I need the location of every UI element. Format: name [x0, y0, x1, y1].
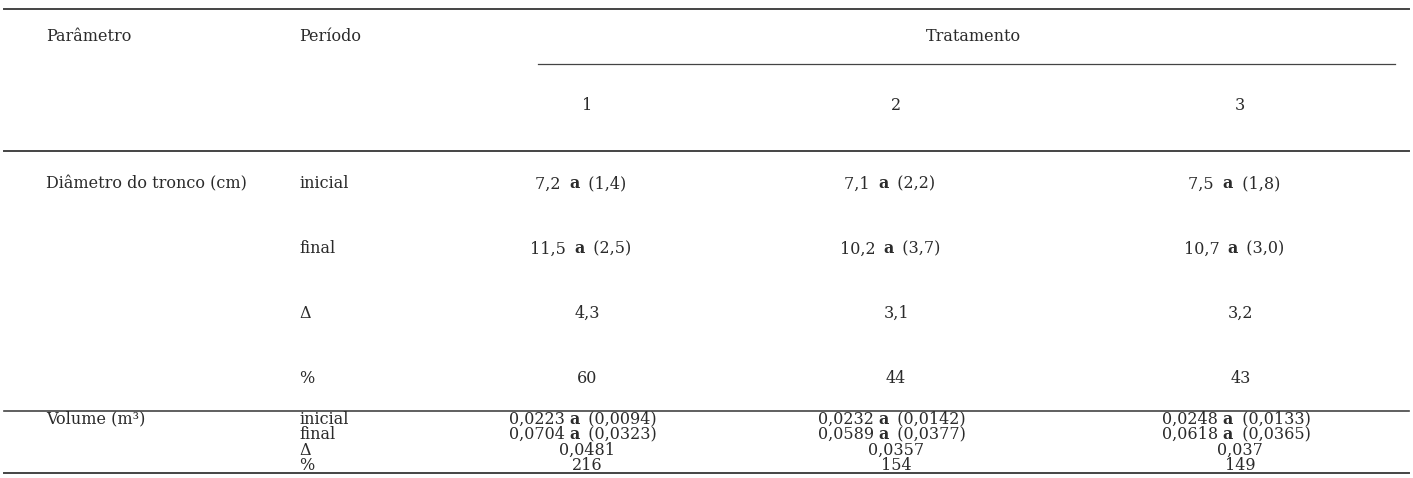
Text: %: %: [300, 370, 315, 387]
Text: a: a: [569, 175, 581, 192]
Text: (0,0365): (0,0365): [1232, 426, 1310, 443]
Text: 3,2: 3,2: [1228, 305, 1253, 322]
Text: 3: 3: [1235, 97, 1245, 114]
Text: (0,0142): (0,0142): [887, 411, 966, 427]
Text: 60: 60: [577, 370, 598, 387]
Text: final: final: [300, 240, 335, 257]
Text: a: a: [879, 175, 889, 192]
Text: a: a: [879, 411, 889, 427]
Text: (2,2): (2,2): [887, 175, 935, 192]
Text: a: a: [569, 411, 581, 427]
Text: 154: 154: [880, 457, 911, 474]
Text: 0,0232: 0,0232: [818, 411, 879, 427]
Text: Período: Período: [300, 28, 362, 45]
Text: a: a: [883, 240, 893, 257]
Text: (3,7): (3,7): [892, 240, 940, 257]
Text: 3,1: 3,1: [883, 305, 909, 322]
Text: Tratamento: Tratamento: [926, 28, 1022, 45]
Text: a: a: [574, 240, 585, 257]
Text: 0,0704: 0,0704: [509, 426, 569, 443]
Text: 149: 149: [1225, 457, 1256, 474]
Text: (0,0323): (0,0323): [578, 426, 657, 443]
Text: Δ: Δ: [300, 442, 311, 458]
Text: final: final: [300, 426, 335, 443]
Text: 44: 44: [886, 370, 906, 387]
Text: (0,0377): (0,0377): [887, 426, 966, 443]
Text: inicial: inicial: [300, 175, 349, 192]
Text: 216: 216: [572, 457, 602, 474]
Text: 0,037: 0,037: [1218, 442, 1263, 458]
Text: Diâmetro do tronco (cm): Diâmetro do tronco (cm): [47, 175, 247, 192]
Text: 4,3: 4,3: [574, 305, 601, 322]
Text: a: a: [1228, 240, 1238, 257]
Text: 0,0223: 0,0223: [509, 411, 569, 427]
Text: %: %: [300, 457, 315, 474]
Text: 10,7: 10,7: [1184, 240, 1225, 257]
Text: Volume (m³): Volume (m³): [47, 411, 146, 427]
Text: Δ: Δ: [300, 305, 311, 322]
Text: a: a: [1222, 175, 1234, 192]
Text: (0,0133): (0,0133): [1232, 411, 1310, 427]
Text: 10,2: 10,2: [839, 240, 880, 257]
Text: 7,1: 7,1: [844, 175, 875, 192]
Text: 7,2: 7,2: [536, 175, 565, 192]
Text: (1,4): (1,4): [578, 175, 626, 192]
Text: 0,0481: 0,0481: [560, 442, 615, 458]
Text: 11,5: 11,5: [530, 240, 571, 257]
Text: a: a: [569, 426, 581, 443]
Text: (3,0): (3,0): [1236, 240, 1284, 257]
Text: 0,0357: 0,0357: [868, 442, 924, 458]
Text: 43: 43: [1231, 370, 1251, 387]
Text: (0,0094): (0,0094): [578, 411, 657, 427]
Text: 0,0248: 0,0248: [1161, 411, 1222, 427]
Text: a: a: [1222, 426, 1234, 443]
Text: Parâmetro: Parâmetro: [47, 28, 131, 45]
Text: 7,5: 7,5: [1188, 175, 1219, 192]
Text: 0,0589: 0,0589: [818, 426, 879, 443]
Text: a: a: [879, 426, 889, 443]
Text: 2: 2: [892, 97, 901, 114]
Text: a: a: [1222, 411, 1234, 427]
Text: (1,8): (1,8): [1232, 175, 1280, 192]
Text: 1: 1: [582, 97, 592, 114]
Text: inicial: inicial: [300, 411, 349, 427]
Text: (2,5): (2,5): [582, 240, 632, 257]
Text: 0,0618: 0,0618: [1161, 426, 1224, 443]
